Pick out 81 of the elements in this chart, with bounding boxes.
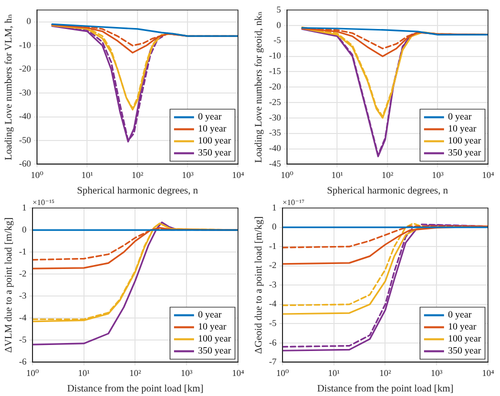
legend-label: 0 year (448, 112, 472, 123)
legend-label: 100 year (448, 136, 482, 147)
y-tick-label: -1 (268, 240, 276, 251)
x-tick-label: 10⁰ (26, 368, 40, 378)
x-tick-label: 10⁴ (482, 170, 494, 180)
x-tick-label: 10⁰ (276, 368, 290, 378)
legend-label: 10 year (198, 322, 228, 333)
legend-label: 0 year (198, 310, 222, 321)
legend-label: 350 year (448, 148, 482, 159)
y-axis-title: Loading Love numbers for geoid, nkₙ (254, 11, 265, 163)
x-tick-label: 10⁰ (30, 170, 44, 180)
y-tick-label: 1 (22, 202, 26, 212)
y-tick-label: -6 (18, 356, 27, 367)
y-tick-label: -40 (268, 143, 282, 154)
x-axis-title: Spherical harmonic degrees, n (326, 186, 448, 197)
x-tick-label: 10⁰ (280, 170, 294, 180)
y-tick-label: 0 (276, 20, 282, 30)
y-tick-label: -4 (268, 298, 277, 309)
text: ×10⁻¹⁵ (32, 198, 55, 208)
legend-label: 100 year (198, 334, 232, 345)
y-axis-title: ΔVLM due to a point load [m/kg] (4, 217, 15, 353)
y-tick-label: -20 (268, 81, 282, 92)
x-tick-label: 10² (129, 368, 142, 378)
y-tick-label: -5 (273, 35, 282, 46)
legend-label: 10 year (198, 124, 228, 135)
x-axis-title: Distance from the point load [km] (67, 384, 204, 395)
legend-label: 100 year (448, 334, 482, 345)
x-axis-title: Distance from the point load [km] (317, 384, 454, 395)
y-tick-label: 5 (276, 4, 282, 14)
y-tick-label: -5 (18, 334, 27, 345)
x-tick-label: 10³ (180, 368, 193, 378)
y-tick-label: 0 (26, 16, 32, 26)
y-tick-label: -2 (268, 260, 276, 270)
x-tick-label: 10⁴ (232, 170, 244, 180)
y-axis-title: Loading Love numbers for VLM, hₙ (4, 14, 15, 160)
y-tick-label: -6 (268, 337, 277, 348)
y-tick-label: -15 (268, 66, 282, 76)
y-tick-label: -60 (18, 158, 32, 169)
y-tick-label: 0 (22, 224, 27, 234)
x-axis-title: Spherical harmonic degrees, n (76, 186, 198, 197)
legend-label: 100 year (198, 136, 232, 147)
y-tick-label: -25 (268, 96, 282, 107)
y-tick-label: -3 (268, 279, 277, 290)
legend-label: 350 year (198, 148, 232, 159)
legend-label: 10 year (448, 322, 478, 333)
y-axis-title: ΔGeoid due to a point load [m/kg] (254, 216, 265, 354)
y-tick-label: -10 (268, 50, 282, 61)
legend-label: 0 year (198, 112, 222, 123)
y-tick-label: -30 (18, 87, 32, 98)
y-tick-label: -2 (18, 268, 26, 278)
y-tick-label: 0 (272, 222, 277, 232)
x-tick-label: 10² (379, 368, 392, 378)
y-tick-label: -35 (268, 128, 282, 138)
x-tick-label: 10¹ (81, 170, 94, 180)
x-tick-label: 10⁴ (232, 368, 244, 378)
x-tick-label: 10³ (430, 368, 443, 378)
x-tick-label: 10² (132, 170, 144, 180)
x-tick-label: 10⁴ (482, 368, 494, 378)
y-tick-label: -45 (268, 158, 282, 169)
x-tick-label: 10¹ (78, 368, 90, 378)
legend-label: 350 year (198, 346, 232, 357)
y-tick-label: -10 (18, 40, 32, 50)
y-tick-label: -4 (18, 312, 27, 322)
y-tick-label: 1 (272, 202, 276, 212)
x-tick-label: 10¹ (331, 170, 344, 180)
text: ×10⁻¹⁷ (282, 198, 305, 208)
x-tick-label: 10³ (432, 170, 444, 180)
x-tick-label: 10³ (182, 170, 194, 180)
y-tick-label: -3 (18, 290, 27, 300)
y-tick-label: -30 (268, 112, 282, 122)
legend-label: 0 year (448, 310, 472, 321)
legend-label: 350 year (448, 346, 482, 357)
y-tick-label: -20 (18, 64, 32, 74)
y-tick-label: -50 (18, 134, 32, 145)
y-tick-label: -5 (268, 318, 277, 328)
y-tick-label: -40 (18, 111, 32, 122)
y-tick-label: -7 (268, 356, 277, 367)
y-tick-label: -1 (18, 246, 26, 256)
x-tick-label: 10¹ (328, 368, 340, 378)
legend-label: 10 year (448, 124, 478, 135)
x-tick-label: 10² (382, 170, 394, 180)
